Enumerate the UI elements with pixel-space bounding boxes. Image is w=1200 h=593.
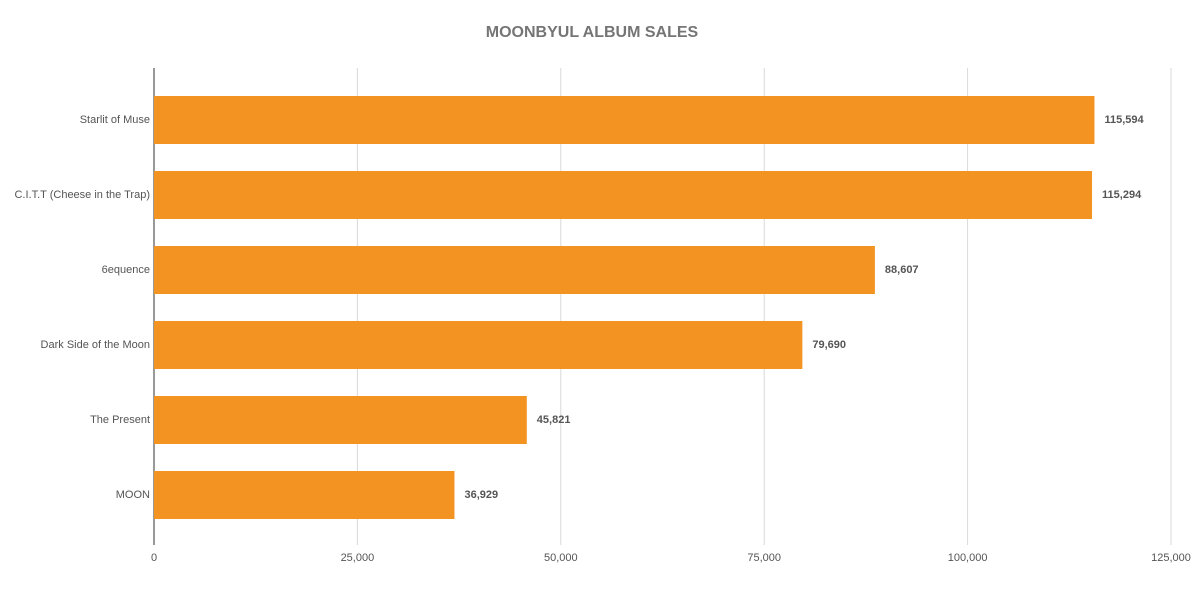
x-tick-label: 125,000 (1151, 552, 1191, 564)
bar (154, 321, 803, 369)
bar (154, 471, 455, 519)
bar (154, 246, 875, 294)
x-tick-label: 25,000 (341, 552, 375, 564)
y-tick-label: C.I.T.T (Cheese in the Trap) (14, 189, 150, 201)
value-label: 79,690 (812, 339, 846, 351)
y-tick-label: Dark Side of the Moon (41, 339, 150, 351)
y-tick-label: 6equence (102, 264, 150, 276)
bar (154, 171, 1093, 219)
value-label: 36,929 (464, 489, 498, 501)
x-tick-label: 0 (151, 552, 157, 564)
bar (154, 96, 1095, 144)
value-label: 115,594 (1104, 114, 1144, 126)
bar (154, 396, 527, 444)
value-label: 115,294 (1102, 189, 1142, 201)
y-tick-label: Starlit of Muse (80, 114, 150, 126)
x-tick-label: 75,000 (747, 552, 781, 564)
x-tick-label: 100,000 (948, 552, 988, 564)
y-tick-label: The Present (90, 414, 150, 426)
x-tick-label: 50,000 (544, 552, 578, 564)
chart-title: MOONBYUL ALBUM SALES (486, 24, 699, 41)
value-label: 88,607 (885, 264, 919, 276)
y-tick-label: MOON (116, 489, 150, 501)
value-label: 45,821 (537, 414, 571, 426)
